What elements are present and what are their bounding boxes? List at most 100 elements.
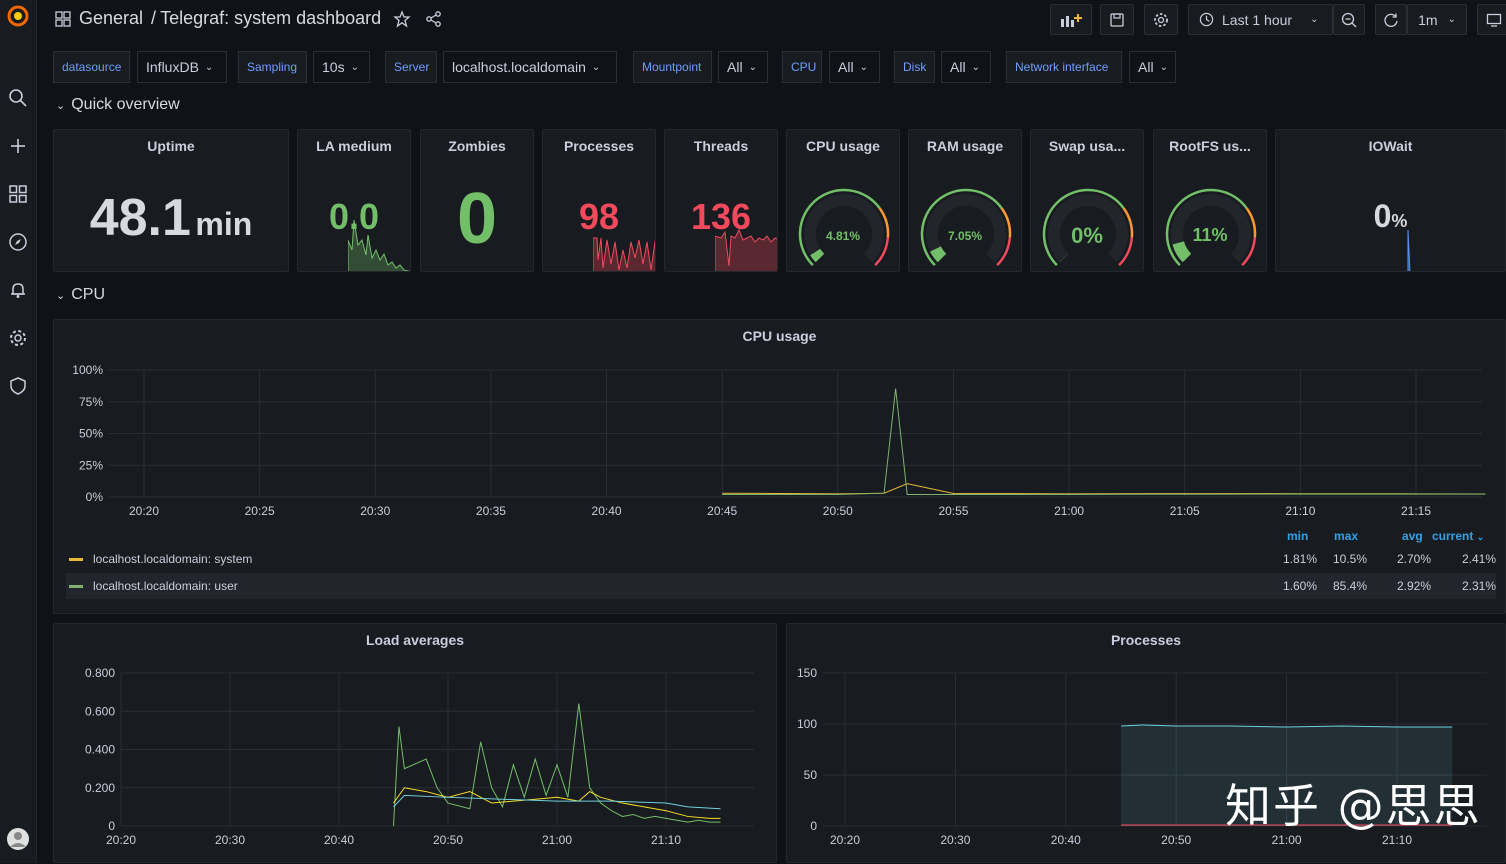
variable-select-mountpoint[interactable]: All ⌄ [718,51,768,83]
series-line [722,389,1485,495]
gauge-fill [935,249,941,258]
grafana-logo-icon[interactable] [4,2,32,30]
y-tick-label: 0.200 [85,781,115,795]
stat-value: 0% [1276,198,1505,235]
panel-title: RAM usage [909,138,1021,154]
chevron-down-icon: ⌄ [749,62,757,73]
panel-title: IOWait [1276,138,1505,154]
alerting-bell-icon[interactable] [4,276,32,304]
plus-icon[interactable] [4,132,32,160]
explore-compass-icon[interactable] [4,228,32,256]
stat-unit: min [195,206,252,242]
legend-row[interactable]: localhost.localdomain: system 1.81% 10.5… [66,547,1496,571]
time-range-picker[interactable]: Last 1 hour ⌄ [1188,4,1333,35]
row-title: Quick overview [71,96,179,114]
gauge-panel-rootfs-usage[interactable]: RootFS us... 11% [1153,129,1267,272]
breadcrumb-separator: / [151,8,156,29]
gauge-value: 0% [1031,223,1143,249]
legend-header-max[interactable]: max [1334,529,1358,543]
stat-panel-la-medium[interactable]: LA medium 0.0 [297,129,411,272]
zoom-out-icon [1341,12,1357,28]
variable-select-cpu[interactable]: All ⌄ [829,51,880,83]
variable-select-network-interface[interactable]: All⌄ [1129,51,1176,83]
legend-avg: 2.70% [1397,552,1431,566]
stat-unit: % [1391,211,1407,231]
star-icon[interactable] [393,10,411,28]
save-dashboard-button[interactable] [1100,4,1134,35]
variable-select-disk[interactable]: All⌄ [941,51,991,83]
stat-panel-zombies[interactable]: Zombies 0 [420,129,534,272]
legend-max: 10.5% [1333,552,1367,566]
search-icon[interactable] [4,84,32,112]
chevron-down-icon: ⌄ [56,289,65,302]
user-avatar[interactable] [4,825,32,853]
stat-value: 0.0 [298,196,410,238]
stat-panel-iowait[interactable]: IOWait 0% [1275,129,1506,272]
top-navbar: General / Telegraf: system dashboard Las… [37,0,1506,40]
gauge-panel-cpu-usage[interactable]: CPU usage 4.81% [786,129,900,272]
zoom-out-button[interactable] [1333,4,1365,35]
legend-series-name: localhost.localdomain: user [93,579,238,593]
dashboard-grid-icon [55,11,71,27]
add-panel-button[interactable] [1050,4,1092,35]
refresh-interval-picker[interactable]: 1m ⌄ [1407,4,1467,35]
chevron-down-icon: ⌄ [205,62,213,73]
dashboard-settings-button[interactable] [1144,4,1178,35]
panel-title: Processes [543,138,655,154]
legend-min: 1.60% [1283,579,1317,593]
share-icon[interactable] [425,10,443,28]
panel-title: Swap usa... [1031,138,1143,154]
panel-title: LA medium [298,138,410,154]
variable-select-server[interactable]: localhost.localdomain⌄ [443,51,617,83]
configuration-gear-icon[interactable] [4,324,32,352]
y-tick-label: 0% [86,490,104,504]
dashboards-icon[interactable] [4,180,32,208]
row-header-quick-overview[interactable]: ⌄ Quick overview [56,96,180,114]
refresh-button[interactable] [1375,4,1407,35]
panel-title: Uptime [54,138,288,154]
x-tick-label: 20:40 [1051,833,1081,847]
row-header-cpu[interactable]: ⌄ CPU [56,286,105,304]
gauge-panel-swap-usage[interactable]: Swap usa... 0% [1030,129,1144,272]
tv-mode-button[interactable] [1477,4,1506,35]
chevron-down-icon: ⌄ [972,62,980,73]
chevron-down-icon: ⌄ [1448,14,1456,25]
legend-row[interactable]: localhost.localdomain: user 1.60% 85.4% … [66,573,1496,599]
dashboard-title[interactable]: Telegraf: system dashboard [160,8,381,29]
gear-icon [1153,12,1169,28]
breadcrumb-folder[interactable]: General [79,8,143,29]
stat-panel-processes[interactable]: Processes 98 [542,129,656,272]
chevron-down-icon: ⌄ [1477,532,1485,542]
gauge-panel-ram-usage[interactable]: RAM usage 7.05% [908,129,1022,272]
x-tick-label: 20:55 [938,504,968,518]
variable-value: All [838,59,854,75]
variable-value: All [1138,59,1154,75]
variable-select-sampling[interactable]: 10s⌄ [313,51,370,83]
gauge [1154,170,1268,270]
x-tick-label: 21:10 [1285,504,1315,518]
refresh-icon [1383,12,1399,28]
variable-value: localhost.localdomain [452,59,586,75]
gauge [787,170,901,270]
variable-value: All [727,59,743,75]
y-tick-label: 0.600 [85,704,115,718]
stat-panel-threads[interactable]: Threads 136 [664,129,778,272]
legend-header-min[interactable]: min [1287,529,1308,543]
x-tick-label: 20:20 [106,833,136,847]
x-tick-label: 20:20 [830,833,860,847]
legend-header-avg[interactable]: avg [1402,529,1423,543]
y-tick-label: 0.400 [85,743,115,757]
x-tick-label: 20:50 [433,833,463,847]
y-tick-label: 25% [79,458,103,472]
x-tick-label: 21:10 [651,833,681,847]
stat-panel-uptime[interactable]: Uptime 48.1 min [53,129,289,272]
variable-select-datasource[interactable]: InfluxDB⌄ [137,51,227,83]
legend-header-current[interactable]: current ⌄ [1432,529,1484,543]
y-tick-label: 100 [797,717,817,731]
chevron-down-icon: ⌄ [860,62,868,73]
server-admin-shield-icon[interactable] [4,372,32,400]
